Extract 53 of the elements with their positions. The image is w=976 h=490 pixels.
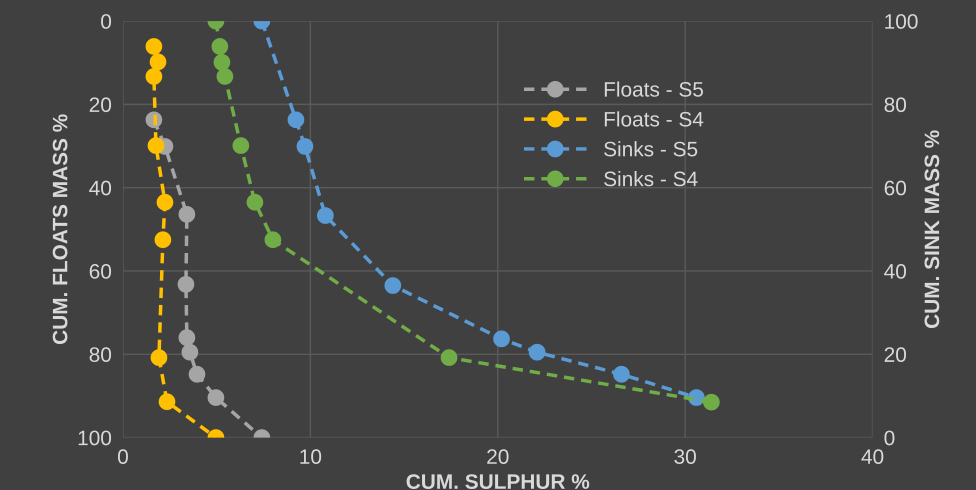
point xyxy=(246,194,264,211)
y-tick-label: 60 xyxy=(90,264,112,279)
y2-tick-label: 0 xyxy=(884,430,894,446)
point xyxy=(150,349,168,366)
point xyxy=(703,394,720,410)
point xyxy=(264,231,282,248)
point xyxy=(212,38,228,55)
point xyxy=(613,366,630,383)
point xyxy=(182,344,198,361)
point xyxy=(156,194,174,211)
y-tick-label: 40 xyxy=(89,180,112,196)
legend-label: Floats - S4 xyxy=(604,111,704,127)
y2-axis-title: CUM. SINK MASS % xyxy=(924,130,940,328)
y-axis-title: CUM. FLOATS MASS % xyxy=(52,114,68,344)
point xyxy=(317,207,334,224)
point xyxy=(232,137,250,154)
x-tick-label: 0 xyxy=(118,449,128,464)
point xyxy=(150,54,166,70)
x-axis-title: CUM. SULPHUR % xyxy=(406,474,590,489)
y2-tick-label: 80 xyxy=(884,97,906,112)
legend-label: Sinks - S4 xyxy=(604,170,698,186)
y2-tick-label: 20 xyxy=(884,347,906,362)
point xyxy=(296,138,314,155)
y-tick-label: 20 xyxy=(90,97,112,112)
point xyxy=(158,393,176,410)
point xyxy=(178,329,196,346)
point xyxy=(216,68,234,85)
point xyxy=(188,366,206,383)
point xyxy=(493,330,510,348)
point xyxy=(214,54,230,71)
y2-tick-label: 40 xyxy=(884,264,906,279)
point xyxy=(146,68,162,85)
point xyxy=(146,38,162,55)
y-tick-label: 80 xyxy=(90,347,112,362)
x-tick-label: 40 xyxy=(861,449,884,464)
point xyxy=(288,111,304,128)
point xyxy=(440,349,458,366)
x-tick-label: 20 xyxy=(487,449,509,464)
y-tick-label: 100 xyxy=(78,430,112,446)
y2-tick-label: 100 xyxy=(885,14,918,29)
point xyxy=(208,389,224,406)
legend-label: Sinks - S5 xyxy=(604,141,698,156)
point xyxy=(528,344,546,361)
point xyxy=(384,277,402,294)
legend-label: Floats - S5 xyxy=(604,81,704,97)
point xyxy=(148,137,164,154)
point xyxy=(178,276,194,293)
point xyxy=(154,231,172,248)
y-tick-label: 0 xyxy=(101,14,112,29)
x-tick-label: 10 xyxy=(300,449,322,464)
x-tick-label: 30 xyxy=(674,449,696,464)
point xyxy=(178,206,196,223)
y2-tick-label: 60 xyxy=(884,180,906,196)
